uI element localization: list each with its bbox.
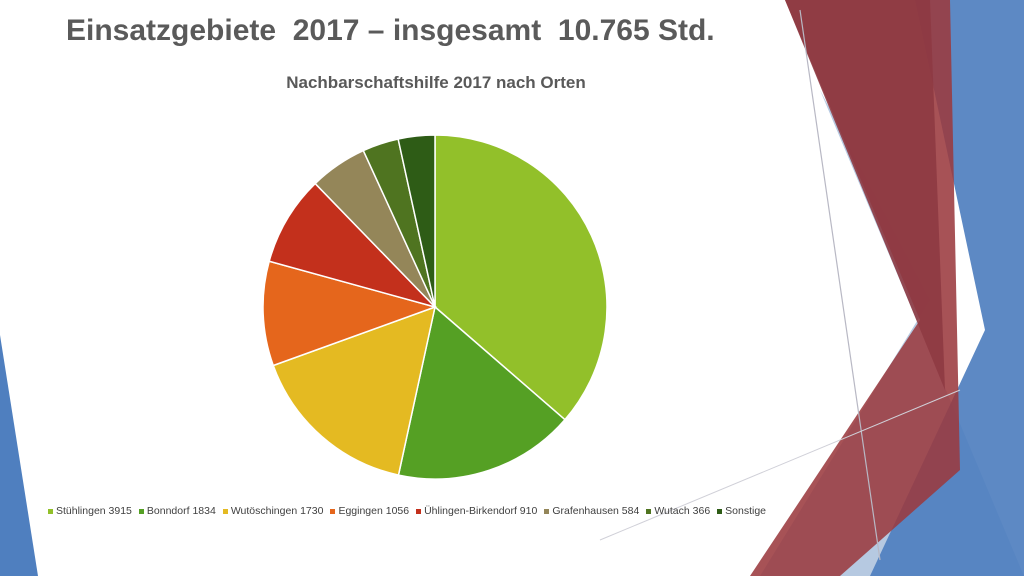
deco-thin-line-1 xyxy=(799,9,881,561)
legend-swatch xyxy=(646,508,652,514)
pie-slice-stühlingen xyxy=(434,134,608,421)
pie-slice-eggingen xyxy=(262,260,438,367)
deco-thin-line-2 xyxy=(599,389,961,541)
legend-swatch xyxy=(138,508,144,514)
pie-slice-bonndorf xyxy=(397,305,567,480)
pie-slice-sonstige xyxy=(397,134,436,308)
legend-item-ühlingen-birkendorf: Ühlingen-Birkendorf 910 xyxy=(416,505,537,517)
legend-label: Ühlingen-Birkendorf 910 xyxy=(424,505,538,517)
legend-swatch xyxy=(222,508,228,514)
legend-item-wutach: Wutach 366 xyxy=(646,505,710,517)
legend-label: Stühlingen 3915 xyxy=(56,505,132,517)
legend-swatch xyxy=(717,508,723,514)
chart-title: Nachbarschaftshilfe 2017 nach Orten xyxy=(286,73,586,92)
legend-item-grafenhausen: Grafenhausen 584 xyxy=(544,505,639,517)
legend-swatch xyxy=(48,508,53,514)
pie-slice-ühlingen-birkendorf xyxy=(268,182,438,309)
deco-red-upper xyxy=(785,0,945,390)
legend-label: Wutach 366 xyxy=(654,505,711,517)
legend-swatch xyxy=(330,508,336,514)
legend-item-stühlingen: Stühlingen 3915 xyxy=(48,505,132,517)
legend-swatch xyxy=(416,508,422,514)
legend-item-wutöschingen: Wutöschingen 1730 xyxy=(222,505,324,517)
legend-label: Eggingen 1056 xyxy=(338,505,410,517)
legend-label: Wutöschingen 1730 xyxy=(230,505,324,517)
slide-title: Einsatzgebiete 2017 – insgesamt 10.765 S… xyxy=(66,14,715,47)
deco-blue-right-band xyxy=(870,0,1024,576)
chart-legend: Stühlingen 3915 Bonndorf 1834 Wutöschingen… xyxy=(48,505,773,517)
legend-label: Grafenhausen 584 xyxy=(552,505,640,517)
legend-label: Sonstige xyxy=(725,505,767,517)
legend-item-eggingen: Eggingen 1056 xyxy=(330,505,409,517)
deco-blue-left-edge xyxy=(0,335,38,576)
legend-item-bonndorf: Bonndorf 1834 xyxy=(138,505,216,517)
legend-label: Bonndorf 1834 xyxy=(146,505,216,517)
legend-swatch xyxy=(544,508,550,514)
pie-slice-wutöschingen xyxy=(272,305,437,476)
legend-item-sonstige: Sonstige xyxy=(717,505,766,517)
